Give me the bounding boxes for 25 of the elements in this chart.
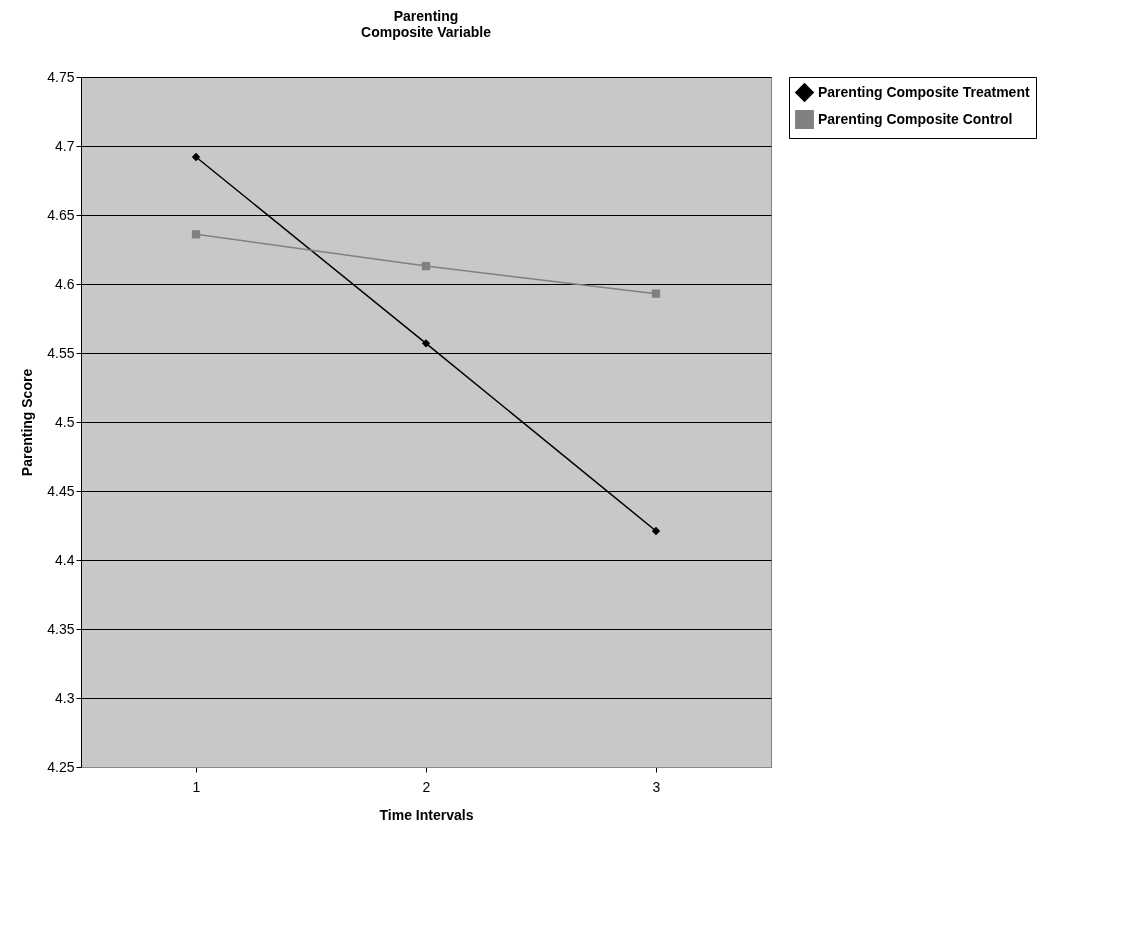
legend-label: Parenting Composite Control [818, 110, 1013, 127]
y-tick-label: 4.35 [47, 620, 75, 637]
x-axis-title: Time Intervals [379, 806, 474, 823]
chart-title: Parenting Composite Variable [361, 8, 492, 40]
point [191, 152, 201, 162]
y-tick-label: 4.45 [47, 482, 75, 499]
point [191, 230, 201, 239]
y-tick-label: 4.55 [47, 344, 75, 361]
point [651, 526, 661, 536]
y-tick-label: 4.6 [55, 275, 75, 292]
x-tick-label: 2 [422, 778, 431, 795]
x-tick-label: 1 [192, 778, 201, 795]
point [421, 339, 431, 348]
y-tick-label: 4.3 [55, 689, 75, 706]
y-tick-label: 4.65 [47, 206, 75, 223]
legend-label: Parenting Composite Treatment [818, 83, 1030, 100]
y-tick-label: 4.5 [55, 413, 75, 430]
point [421, 261, 431, 271]
y-axis-title: Parenting Score [19, 368, 36, 477]
y-tick-label: 4.25 [47, 758, 75, 775]
y-tick-label: 4.7 [55, 137, 75, 154]
point [651, 289, 661, 298]
x-tick-label: 3 [652, 778, 661, 795]
y-tick-label: 4.4 [55, 551, 75, 568]
y-tick-label: 4.75 [47, 68, 75, 85]
